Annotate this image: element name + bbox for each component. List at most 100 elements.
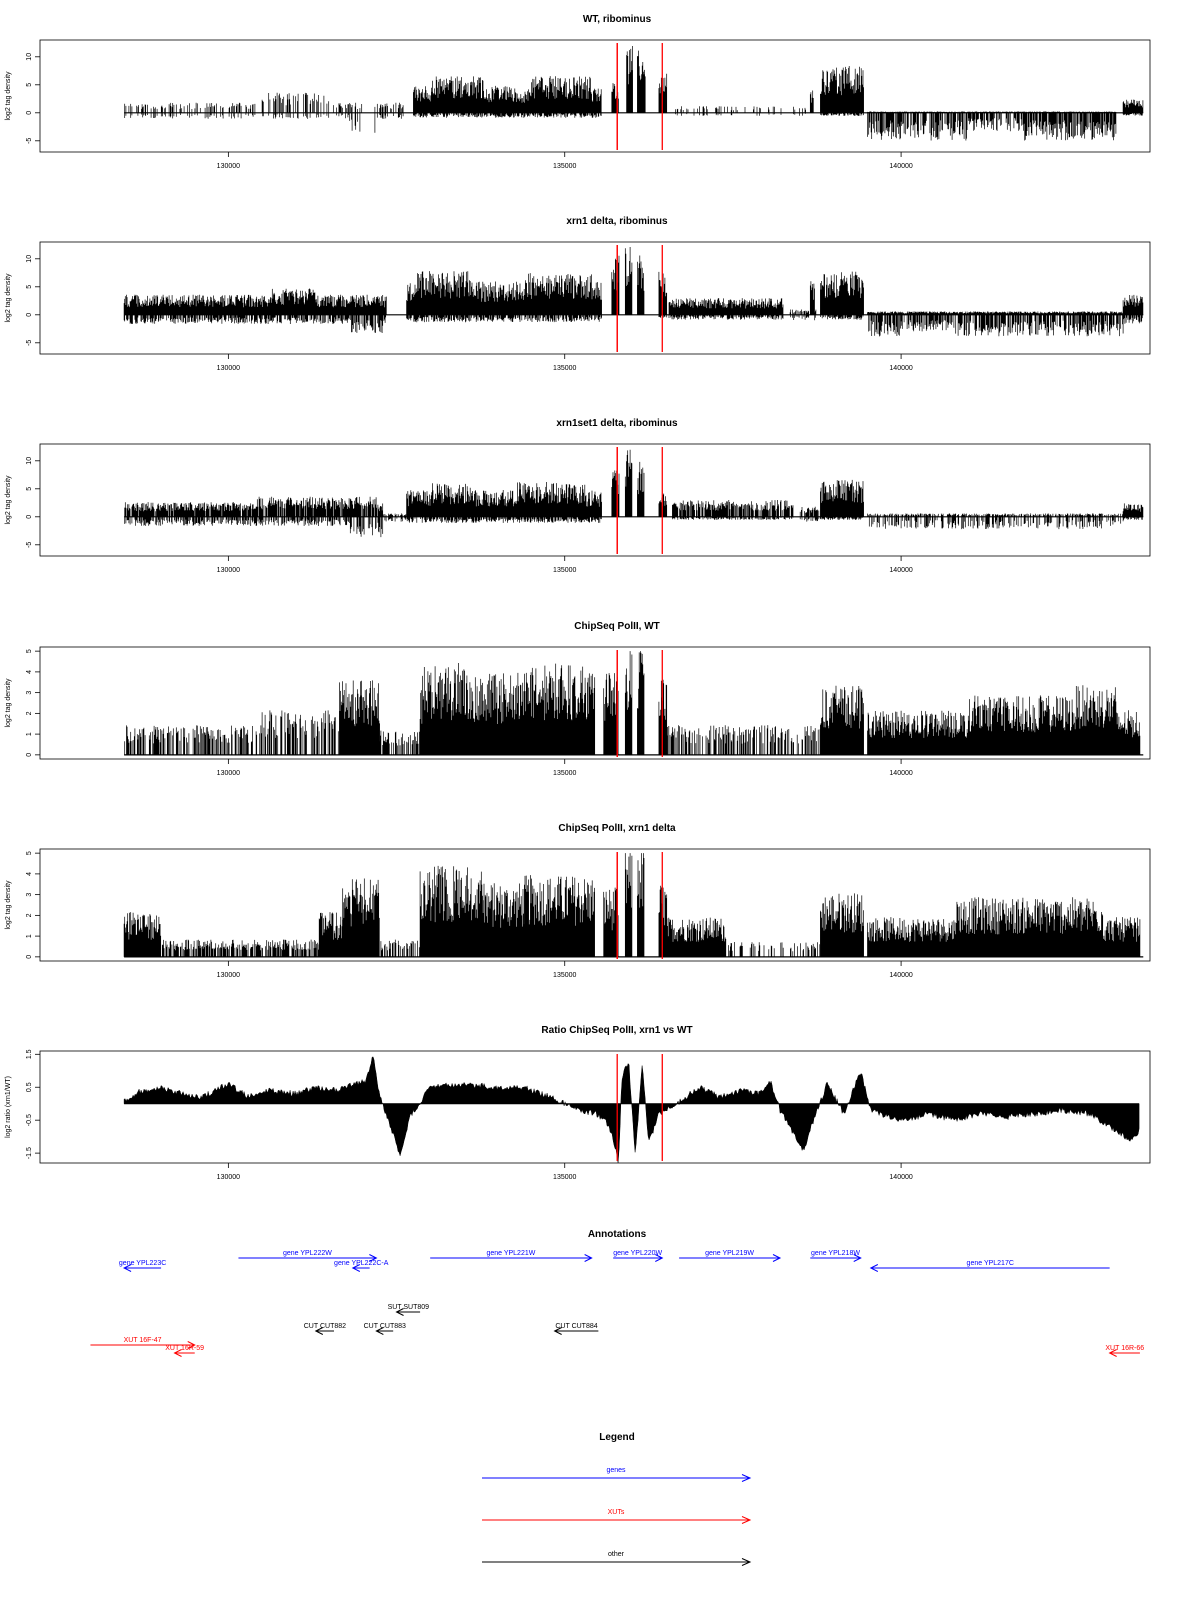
feature-label: XUT 16F-47	[124, 1337, 162, 1344]
density-segment	[867, 513, 1124, 530]
legend-title: Legend	[599, 1432, 635, 1443]
y-tick-label: 5	[26, 649, 33, 653]
density-segment	[867, 311, 1124, 337]
annotation-feature: gene YPL223C	[119, 1260, 166, 1272]
density-segment	[624, 449, 633, 517]
y-tick-label: -5	[26, 542, 33, 548]
legend-arrowhead	[741, 1516, 752, 1524]
data-marks	[124, 449, 1144, 538]
feature-label: CUT CUT882	[304, 1323, 346, 1330]
density-segment	[383, 513, 410, 522]
density-segment	[342, 878, 380, 957]
density-segment	[867, 685, 1141, 755]
y-tick-label: 0.5	[26, 1082, 33, 1092]
density-segment	[1122, 294, 1144, 324]
annotation-feature: gene YPL218W	[810, 1250, 862, 1262]
y-axis-label: log2 tag density	[5, 678, 12, 728]
annotation-feature: XUT 16R-66	[1105, 1345, 1144, 1357]
density-segment	[611, 470, 620, 517]
x-tick-label: 140000	[889, 163, 912, 170]
feature-arrowhead	[1108, 1349, 1117, 1357]
density-segment	[867, 897, 1141, 957]
track-panel-1: WT, ribominus log2 tag density -5 0 5 10 13000…	[5, 14, 1151, 170]
y-tick-label: -1.5	[26, 1147, 33, 1159]
feature-arrowhead	[187, 1341, 196, 1349]
feature-arrowhead	[369, 1254, 378, 1262]
feature-arrowhead	[173, 1349, 182, 1357]
density-segment	[161, 939, 320, 957]
legend: Legend genes XUTs other	[482, 1432, 752, 1566]
y-axis-label: log2 tag density	[5, 475, 12, 525]
y-tick-label: 1	[26, 732, 33, 736]
feature-label: CUT CUT884	[555, 1323, 597, 1330]
annotation-feature: gene YPL219W	[679, 1250, 782, 1262]
density-segment	[637, 255, 645, 315]
x-tick-label: 135000	[553, 770, 576, 777]
legend-label: other	[608, 1551, 625, 1558]
y-tick-label: 10	[26, 255, 33, 263]
track-panel-2: xrn1 delta, ribominus log2 tag density -5 0…	[5, 216, 1151, 372]
annotation-feature: gene YPL222C-A	[334, 1260, 389, 1272]
density-segment	[809, 281, 815, 315]
density-segment	[672, 500, 794, 520]
feature-label: gene YPL221W	[486, 1250, 535, 1257]
density-segment	[124, 92, 404, 133]
x-tick-label: 140000	[889, 770, 912, 777]
x-tick-label: 135000	[553, 972, 576, 979]
annotation-feature: CUT CUT884	[553, 1323, 599, 1335]
x-tick-label: 135000	[553, 365, 576, 372]
density-segment	[820, 685, 864, 755]
plot-frame	[39, 848, 1151, 962]
panel-title: xrn1 delta, ribominus	[566, 216, 668, 227]
y-tick-label: 4	[26, 872, 33, 876]
annotations-title: Annotations	[588, 1229, 647, 1240]
density-segment	[820, 66, 864, 116]
density-segment	[867, 111, 1117, 141]
feature-arrowhead	[375, 1327, 384, 1335]
feature-arrowhead	[314, 1327, 324, 1335]
feature-arrowhead	[122, 1264, 132, 1272]
plot-frame	[39, 39, 1151, 153]
feature-arrowhead	[853, 1254, 862, 1262]
density-segment	[624, 651, 633, 755]
x-tick-label: 135000	[553, 1174, 576, 1181]
y-tick-label: -0.5	[26, 1114, 33, 1126]
density-segment	[820, 271, 864, 320]
legend-label: XUTs	[608, 1509, 625, 1516]
panel-title: Ratio ChipSeq PolII, xrn1 vs WT	[541, 1025, 692, 1036]
density-segment	[624, 247, 633, 315]
plot-frame	[39, 443, 1151, 557]
x-tick-label: 130000	[217, 972, 240, 979]
density-segment	[820, 893, 864, 957]
density-segment	[379, 730, 420, 755]
x-tick-label: 130000	[217, 567, 240, 574]
annotation-feature: gene YPL220W	[613, 1250, 664, 1262]
annotation-feature: gene YPL221W	[430, 1250, 593, 1262]
density-segment	[799, 506, 820, 522]
legend-arrowhead	[741, 1474, 752, 1482]
density-segment	[123, 912, 162, 957]
y-tick-label: 0	[26, 955, 33, 959]
plot-frame	[39, 1050, 1151, 1164]
data-marks	[124, 46, 1144, 141]
y-tick-label: 10	[26, 457, 33, 465]
density-segment	[124, 710, 339, 755]
feature-label: gene YPL219W	[705, 1250, 754, 1257]
track-panel-6: Ratio ChipSeq PolII, xrn1 vs WT log2 rati…	[5, 1025, 1151, 1181]
density-segment	[124, 496, 384, 538]
y-tick-label: 10	[26, 53, 33, 61]
density-segment	[675, 106, 806, 116]
y-tick-label: 1	[26, 934, 33, 938]
data-marks	[123, 247, 1144, 337]
annotation-feature: XUT 16R-59	[165, 1345, 204, 1357]
annotation-feature: XUT 16F-47	[90, 1337, 196, 1349]
plot-frame	[39, 646, 1151, 760]
feature-arrowhead	[584, 1254, 593, 1262]
legend-entry: other	[482, 1551, 752, 1566]
density-segment	[637, 853, 645, 957]
x-tick-label: 130000	[217, 770, 240, 777]
y-tick-label: 5	[26, 83, 33, 87]
